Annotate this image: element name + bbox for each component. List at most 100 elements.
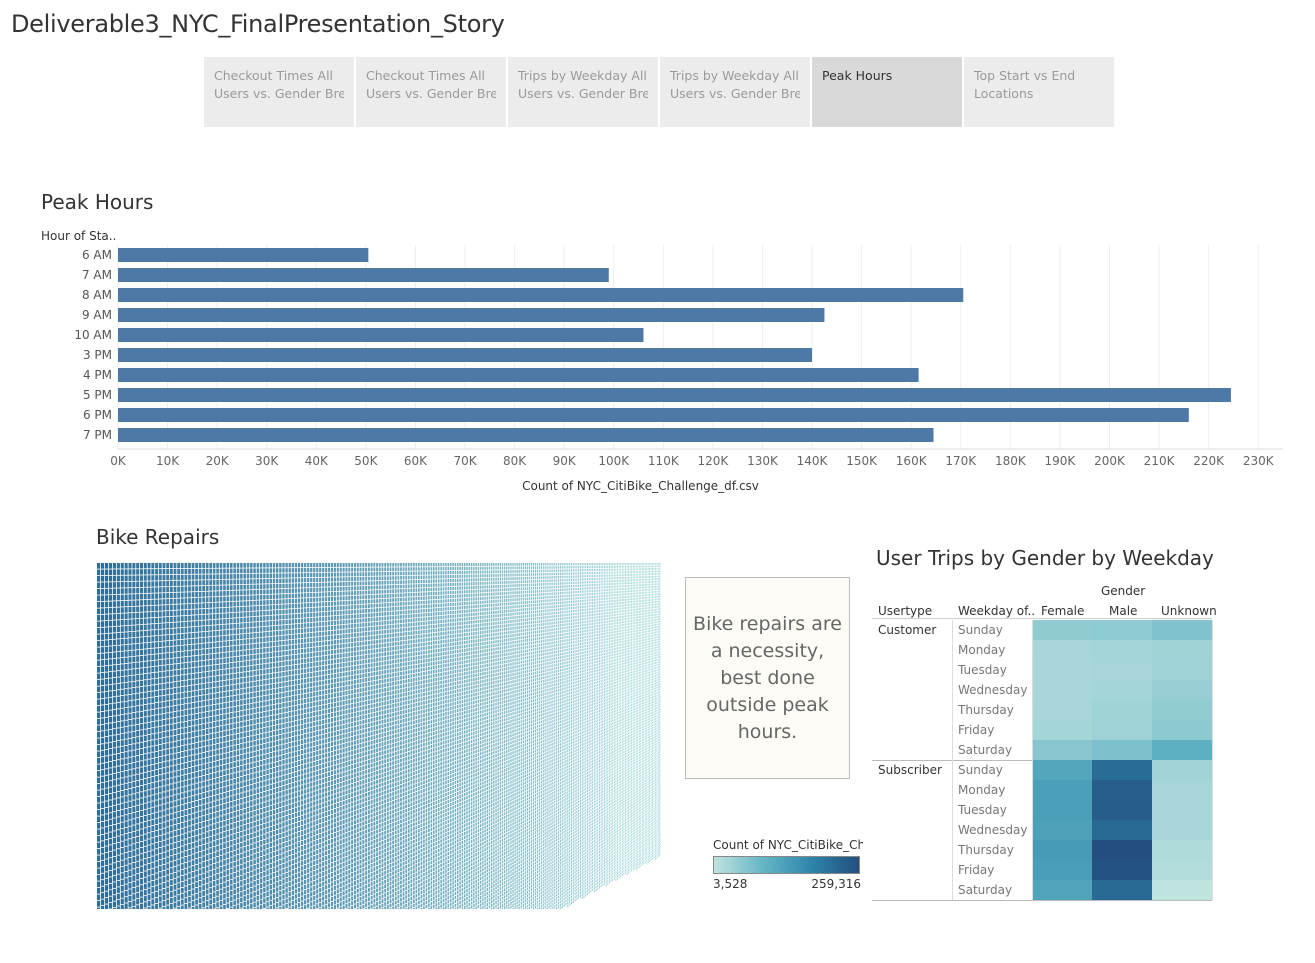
repair-cell[interactable]	[104, 801, 109, 808]
repair-cell[interactable]	[313, 672, 316, 677]
repair-cell[interactable]	[307, 638, 310, 643]
repair-cell[interactable]	[97, 894, 101, 901]
repair-cell[interactable]	[136, 662, 140, 668]
repair-cell[interactable]	[345, 837, 348, 842]
repair-cell[interactable]	[205, 614, 209, 620]
repair-cell[interactable]	[313, 865, 316, 871]
repair-cell[interactable]	[313, 642, 316, 647]
repair-cell[interactable]	[272, 615, 276, 620]
repair-cell[interactable]	[162, 575, 166, 581]
repair-cell[interactable]	[339, 711, 342, 716]
repair-cell[interactable]	[104, 782, 109, 788]
repair-cell[interactable]	[307, 778, 310, 783]
repair-cell[interactable]	[256, 766, 260, 772]
repair-cell[interactable]	[319, 661, 322, 666]
repair-cell[interactable]	[313, 846, 316, 851]
repair-cell[interactable]	[116, 893, 120, 900]
repair-cell[interactable]	[108, 761, 113, 768]
repair-cell[interactable]	[158, 617, 162, 623]
repair-cell[interactable]	[325, 772, 328, 778]
repair-cell[interactable]	[300, 633, 304, 638]
repair-cell[interactable]	[166, 563, 170, 569]
repair-cell[interactable]	[294, 726, 298, 731]
repair-cell[interactable]	[158, 763, 162, 769]
repair-cell[interactable]	[285, 785, 288, 790]
repair-cell[interactable]	[282, 879, 285, 884]
repair-cell[interactable]	[139, 618, 144, 625]
repair-cell[interactable]	[191, 813, 195, 819]
repair-cell[interactable]	[325, 563, 328, 568]
repair-cell[interactable]	[195, 882, 198, 888]
repair-cell[interactable]	[316, 770, 319, 775]
repair-cell[interactable]	[294, 715, 298, 721]
repair-cell[interactable]	[162, 587, 166, 593]
repair-cell[interactable]	[195, 574, 198, 580]
repair-cell[interactable]	[333, 664, 336, 669]
repair-cell[interactable]	[342, 843, 345, 848]
repair-cell[interactable]	[339, 701, 342, 706]
repair-cell[interactable]	[139, 699, 144, 705]
repair-cell[interactable]	[325, 694, 328, 699]
repair-cell[interactable]	[229, 679, 233, 685]
repair-cell[interactable]	[339, 682, 342, 687]
repair-cell[interactable]	[226, 691, 230, 697]
repair-cell[interactable]	[322, 661, 325, 666]
repair-cell[interactable]	[300, 775, 304, 780]
repair-cell[interactable]	[128, 776, 132, 782]
repair-cell[interactable]	[205, 608, 209, 614]
repair-cell[interactable]	[269, 700, 273, 705]
repair-cell[interactable]	[272, 778, 276, 783]
repair-cell[interactable]	[209, 608, 212, 614]
repair-cell[interactable]	[166, 881, 170, 887]
repair-cell[interactable]	[348, 822, 351, 827]
repair-cell[interactable]	[348, 610, 351, 615]
repair-cell[interactable]	[226, 568, 230, 574]
repair-cell[interactable]	[143, 723, 147, 729]
repair-cell[interactable]	[291, 573, 295, 578]
repair-cell[interactable]	[104, 794, 109, 801]
repair-cell[interactable]	[345, 563, 348, 567]
repair-cell[interactable]	[128, 650, 132, 657]
repair-cell[interactable]	[112, 875, 117, 882]
repair-cell[interactable]	[162, 816, 166, 822]
repair-cell[interactable]	[291, 660, 295, 665]
repair-cell[interactable]	[319, 622, 322, 627]
repair-cell[interactable]	[173, 771, 177, 777]
repair-cell[interactable]	[202, 862, 206, 868]
repair-cell[interactable]	[300, 618, 304, 623]
repair-cell[interactable]	[166, 599, 170, 605]
repair-cell[interactable]	[328, 645, 331, 650]
repair-cell[interactable]	[180, 692, 184, 699]
repair-cell[interactable]	[310, 862, 313, 867]
repair-cell[interactable]	[316, 775, 319, 780]
repair-cell[interactable]	[139, 810, 144, 817]
repair-cell[interactable]	[180, 716, 184, 722]
repair-cell[interactable]	[191, 574, 195, 580]
repair-cell[interactable]	[266, 785, 269, 791]
repair-cell[interactable]	[240, 667, 243, 672]
repair-cell[interactable]	[101, 582, 105, 589]
repair-cell[interactable]	[291, 680, 295, 686]
repair-cell[interactable]	[209, 620, 212, 625]
repair-cell[interactable]	[269, 716, 273, 721]
repair-cell[interactable]	[155, 623, 159, 630]
repair-cell[interactable]	[339, 706, 342, 711]
repair-cell[interactable]	[279, 698, 282, 703]
repair-cell[interactable]	[325, 699, 328, 704]
repair-cell[interactable]	[205, 706, 209, 712]
repair-cell[interactable]	[275, 756, 279, 761]
repair-cell[interactable]	[191, 662, 195, 668]
repair-cell[interactable]	[310, 587, 313, 593]
repair-cell[interactable]	[173, 783, 177, 789]
repair-cell[interactable]	[297, 897, 301, 903]
repair-cell[interactable]	[226, 730, 230, 736]
repair-cell[interactable]	[139, 668, 144, 674]
repair-cell[interactable]	[310, 792, 313, 797]
repair-cell[interactable]	[195, 621, 198, 627]
repair-cell[interactable]	[116, 632, 120, 639]
repair-cell[interactable]	[333, 741, 336, 746]
repair-cell[interactable]	[205, 860, 209, 866]
repair-cell[interactable]	[288, 876, 291, 881]
repair-cell[interactable]	[236, 607, 240, 612]
repair-cell[interactable]	[310, 572, 313, 578]
